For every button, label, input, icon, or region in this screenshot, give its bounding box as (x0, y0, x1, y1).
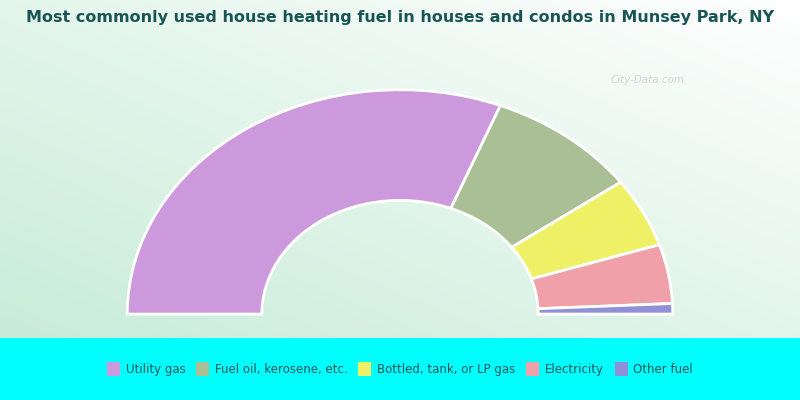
Legend: Utility gas, Fuel oil, kerosene, etc., Bottled, tank, or LP gas, Electricity, Ot: Utility gas, Fuel oil, kerosene, etc., B… (102, 357, 698, 381)
Text: City-Data.com: City-Data.com (611, 75, 685, 85)
Wedge shape (531, 245, 673, 309)
Wedge shape (127, 90, 500, 314)
Wedge shape (512, 182, 659, 279)
Wedge shape (451, 106, 621, 247)
Wedge shape (538, 304, 673, 314)
Text: Most commonly used house heating fuel in houses and condos in Munsey Park, NY: Most commonly used house heating fuel in… (26, 10, 774, 25)
